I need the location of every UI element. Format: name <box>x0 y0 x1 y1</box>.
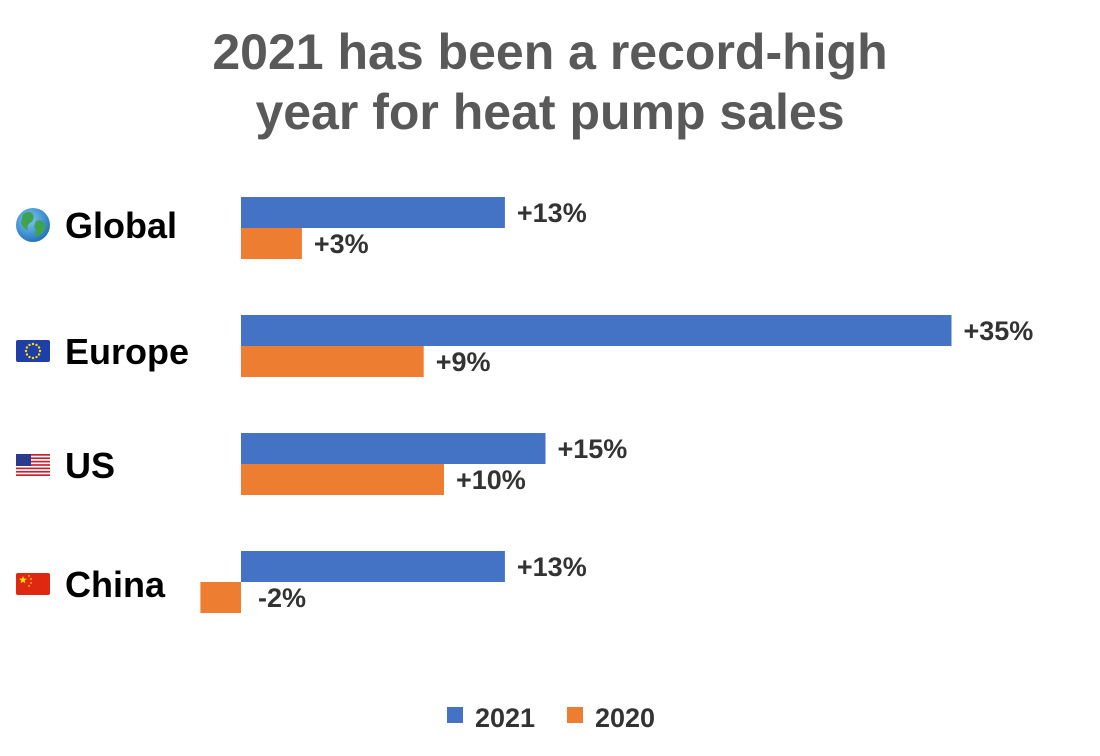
category-label-europe: Europe <box>65 331 189 372</box>
data-label-2021-global: +13% <box>517 198 587 228</box>
data-label-2020-europe: +9% <box>436 347 491 377</box>
us-flag-icon <box>16 454 50 476</box>
data-label-2021-china: +13% <box>517 552 587 582</box>
globe-icon <box>16 208 50 242</box>
category-label-global: Global <box>65 205 177 246</box>
bar-2020-us <box>241 464 444 495</box>
eu-flag-icon <box>16 340 50 362</box>
data-label-2020-us: +10% <box>456 465 526 495</box>
china-flag-icon <box>16 573 50 595</box>
bar-2021-us <box>241 433 546 464</box>
legend-label-2021: 2021 <box>475 703 535 733</box>
category-label-us: US <box>65 445 115 486</box>
legend-swatch-2020 <box>567 707 583 723</box>
bar-2020-global <box>241 228 302 259</box>
legend-swatch-2021 <box>447 707 463 723</box>
data-label-2021-europe: +35% <box>964 316 1034 346</box>
chart-title-line-2: year for heat pump sales <box>255 84 845 140</box>
chart-title: 2021 has been a record-high year for hea… <box>0 22 1100 142</box>
bar-2021-global <box>241 197 505 228</box>
bar-2020-europe <box>241 346 424 377</box>
bar-2020-china <box>200 582 241 613</box>
data-label-2021-us: +15% <box>558 434 628 464</box>
category-label-china: China <box>65 564 166 605</box>
legend-label-2020: 2020 <box>595 703 655 733</box>
bar-2021-europe <box>241 315 952 346</box>
data-label-2020-global: +3% <box>314 229 369 259</box>
chart-title-line-1: 2021 has been a record-high <box>212 24 888 80</box>
bar-2021-china <box>241 551 505 582</box>
data-label-2020-china: -2% <box>258 583 306 613</box>
